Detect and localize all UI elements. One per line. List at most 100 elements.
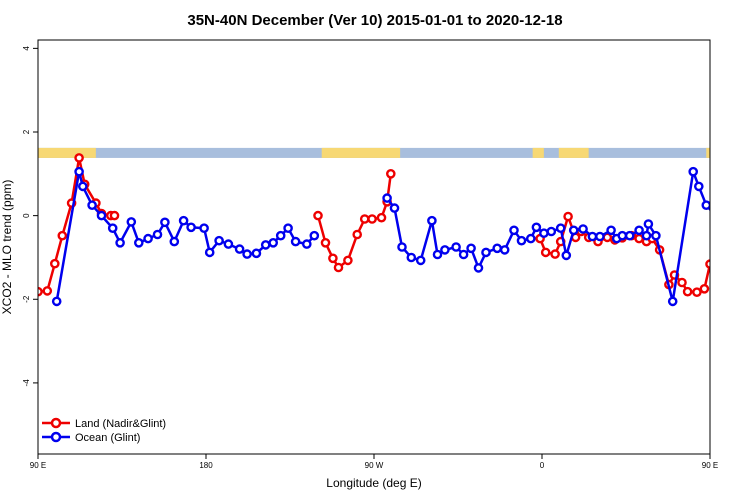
data-point [578,224,588,234]
legend-marker-ocean [50,431,62,443]
data-point [343,255,353,266]
data-point [313,210,323,221]
data-point [290,236,301,247]
data-point [561,250,572,261]
data-point [251,248,262,259]
series-ocean [51,166,710,307]
data-point [473,263,484,273]
data-point [178,215,189,226]
legend-label-land: Land (Nadir&Glint) [75,418,166,430]
data-point [550,249,560,259]
x-axis: 90 E 180 90 W 0 90 E [30,454,718,470]
data-point [309,230,320,241]
legend-label-ocean: Ocean (Glint) [75,432,140,444]
x-tick-label: 90 W [365,461,384,470]
data-point [492,243,503,254]
data-point [694,181,704,192]
series-layer [38,153,710,307]
data-point [367,214,377,224]
data-point [587,231,598,242]
data-point [275,230,286,241]
x-tick-label: 90 E [30,461,46,470]
data-point [677,277,687,288]
data-point [595,231,605,242]
data-point [634,233,644,244]
data-point [87,200,97,210]
data-point [283,223,293,233]
y-axis: -4 -2 0 2 4 [22,46,38,387]
data-point [688,166,699,177]
data-point [440,245,450,255]
land-band-segment [532,147,544,158]
data-point [509,225,519,236]
data-point [540,247,551,258]
data-point [96,210,107,221]
data-point [539,228,549,238]
x-tick-label: 90 E [702,461,718,470]
land-band-segment [706,147,710,158]
data-point [223,239,234,249]
data-point [160,217,170,228]
land-band-segment [321,147,401,158]
data-point [152,229,163,240]
data-point [57,230,68,241]
data-point [214,235,224,246]
data-point [641,230,652,241]
data-point [320,237,331,248]
data-point [78,181,88,192]
data-point [606,225,616,236]
data-point [458,249,469,260]
data-point [328,253,338,264]
data-point [555,223,566,233]
x-tick-label: 0 [540,461,545,470]
data-point [301,239,312,249]
data-point [143,233,153,244]
data-point [50,258,60,269]
data-point [634,225,644,236]
data-point [234,244,245,254]
data-point [376,212,387,223]
land-band-segment [38,147,96,158]
y-tick-label: -2 [22,295,31,303]
x-axis-label: Longitude (deg E) [326,476,421,490]
data-point [42,286,53,296]
data-point [74,166,84,177]
data-point [466,243,476,254]
y-tick-label: -4 [22,379,31,387]
legend: Land (Nadir&Glint) Ocean (Glint) [42,417,166,444]
data-point [385,168,396,179]
y-tick-label: 0 [22,213,31,218]
y-tick-label: 2 [22,129,31,134]
data-point [382,193,392,203]
data-point [186,222,196,233]
data-point [204,247,215,258]
data-point [563,211,573,222]
data-point [701,200,710,210]
data-point [333,262,344,273]
chart-title: 35N-40N December (Ver 10) 2015-01-01 to … [187,12,562,29]
data-point [643,219,654,229]
data-point [546,226,557,237]
land-band-segment [558,147,589,158]
data-point [692,287,702,298]
x-tick-label: 180 [199,461,213,470]
data-point [682,286,693,297]
data-point [526,233,536,244]
data-point [260,240,271,250]
y-axis-label: XCO2 - MLO trend (ppm) [0,180,14,315]
data-point [406,252,417,263]
data-point [415,255,426,266]
data-point [199,223,209,233]
data-point [427,215,437,226]
data-point [359,214,370,224]
data-point [268,237,279,248]
data-point [624,230,635,241]
data-point [481,247,491,258]
data-point [242,249,252,259]
data-point [115,237,125,248]
data-point [432,249,443,260]
data-point [352,229,363,240]
data-point [617,230,628,241]
data-point [74,153,84,163]
